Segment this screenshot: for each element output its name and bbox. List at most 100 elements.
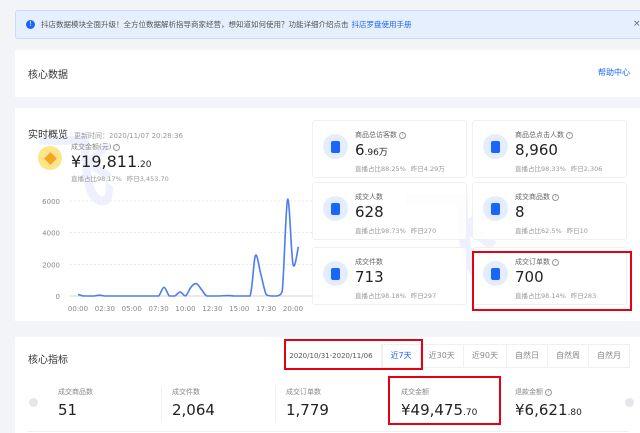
x-tick-label: 15:00 [229, 305, 249, 313]
metric-tile: 成交人数 628 直播占比98.73% 昨日270 [312, 182, 467, 240]
core-metrics-card: 核心指标 2020/10/31-2020/11/06 近7天 近30天 近90天… [15, 337, 640, 433]
tile-ratio: 直播占比98.33% [515, 165, 566, 173]
tile-value: 6 [355, 141, 365, 159]
x-tick-label: 20:00 [283, 305, 303, 313]
tile-ratio: 直播占比98.73% [355, 227, 406, 235]
tile-label: 成交订单数 [515, 258, 550, 266]
tile-yesterday: 昨日270 [410, 227, 437, 235]
metric-decimal: .80 [567, 408, 582, 418]
order-icon [483, 261, 508, 286]
y-tick-label: 0 [56, 293, 60, 301]
gmv-yesterday: 昨日3,453.70 [126, 175, 169, 183]
date-filter: 2020/10/31-2020/11/06 近7天 近30天 近90天 自然日 … [289, 344, 630, 368]
date-range[interactable]: 2020/10/31-2020/11/06 [289, 352, 373, 360]
metric-item: 成交金额 ¥49,475.70 [401, 387, 477, 419]
help-icon[interactable]: ? [566, 131, 573, 139]
tile-label: 成交人数 [355, 193, 383, 201]
product-click-icon [483, 134, 508, 159]
gmv-series-line [77, 198, 300, 297]
tile-value: 713 [355, 268, 384, 286]
tab-natural-week[interactable]: 自然周 [547, 345, 588, 367]
tile-decimal: .96万 [364, 148, 388, 158]
metric-decimal: .70 [463, 408, 478, 418]
help-icon[interactable]: ? [113, 143, 121, 151]
metric-value: 51 [58, 401, 78, 419]
tile-yesterday: 昨日283 [570, 292, 597, 300]
help-icon[interactable]: ? [552, 258, 559, 266]
coin-icon [38, 146, 62, 170]
y-tick-label: 2000 [42, 261, 60, 269]
metric-value: 2,064 [172, 401, 215, 419]
gmv-value: ¥19,811 [71, 152, 138, 171]
prev-arrow-icon[interactable] [29, 398, 38, 407]
tab-7-days[interactable]: 近7天 [381, 345, 420, 367]
gmv-decimal: .20 [137, 160, 152, 170]
metric-label: 成交件数 [172, 388, 200, 396]
info-icon: ! [26, 20, 35, 29]
tile-ratio: 直播占比88.25% [355, 165, 406, 173]
help-icon[interactable]: ? [552, 193, 559, 201]
notice-banner: ! 抖店数据模块全面升级！全方位数据解析指导商家经营，想知道如何使用？功能详细介… [15, 10, 640, 39]
tile-yesterday: 昨日4.29万 [410, 165, 445, 173]
next-arrow-icon[interactable] [625, 398, 634, 407]
metric-tile: 成交商品数? 8 直播占比62.5% 昨日10 [472, 182, 627, 240]
banner-text: 抖店数据模块全面升级！全方位数据解析指导商家经营，想知道如何使用？功能详细介绍点… [41, 20, 349, 29]
update-time: 更新时间：2020/11/07 20:28:36 [74, 132, 184, 140]
metric-value: 1,779 [286, 401, 329, 419]
x-tick-label: 07:30 [149, 305, 169, 313]
x-tick-label: 10:00 [175, 305, 195, 313]
metric-tile: 成交件数 713 直播占比98.18% 昨日297 [312, 247, 467, 305]
realtime-card: 飞 飞 实时概览 更新时间：2020/11/07 20:28:36 成交金额(元… [15, 108, 640, 321]
tile-label: 成交件数 [355, 258, 383, 266]
core-metrics-title: 核心指标 [28, 355, 68, 366]
product-icon [483, 196, 508, 221]
product-visitor-icon [323, 134, 348, 159]
x-tick-label: 05:00 [122, 305, 142, 313]
realtime-title: 实时概览 [28, 130, 68, 141]
gmv-label: 成交金额(元) [71, 143, 112, 151]
tab-natural-day[interactable]: 自然日 [506, 345, 547, 367]
tab-natural-month[interactable]: 自然月 [588, 345, 629, 367]
metric-value: ¥49,475 [401, 401, 464, 419]
help-icon[interactable]: ? [545, 388, 552, 396]
tab-90-days[interactable]: 近90天 [462, 345, 506, 367]
bag-icon [323, 261, 348, 286]
metric-tile: 成交订单数? 700 直播占比98.14% 昨日283 [472, 247, 627, 305]
tile-label: 商品总点击人数 [515, 131, 564, 139]
x-tick-label: 12:30 [202, 305, 222, 313]
tile-ratio: 直播占比98.18% [355, 292, 406, 300]
x-tick-label: 00:00 [68, 305, 88, 313]
help-center-link[interactable]: 帮助中心 [598, 68, 630, 77]
metric-item: 退款金额? ¥6,621.80 [515, 387, 582, 419]
metric-tile: 商品总点击人数? 8,960 直播占比98.33% 昨日2,306 [472, 120, 627, 178]
tile-label: 商品总访客数 [355, 131, 397, 139]
tile-ratio: 直播占比62.5% [515, 227, 562, 235]
close-icon[interactable]: × [633, 19, 640, 29]
metric-item: 成交件数 2,064 [172, 387, 215, 419]
tile-value: 8,960 [515, 141, 558, 159]
realtime-header: 实时概览 更新时间：2020/11/07 20:28:36 [28, 126, 183, 141]
x-tick-label: 17:30 [256, 305, 276, 313]
period-tabs: 近7天 近30天 近90天 自然日 自然周 自然月 [380, 344, 630, 368]
manual-link[interactable]: 抖店罗盘使用手册 [351, 20, 412, 29]
y-tick-label: 4000 [42, 230, 60, 238]
help-icon[interactable]: ? [399, 131, 406, 139]
tile-yesterday: 昨日2,306 [570, 165, 603, 173]
tile-value: 700 [515, 268, 544, 286]
realtime-line-chart: 0 2000 4000 6000 00:00 02:30 05:00 07:30 10:00 12… [42, 198, 320, 313]
metric-tile: 商品总访客数? 6.96万 直播占比88.25% 昨日4.29万 [312, 120, 467, 178]
tile-ratio: 直播占比98.14% [515, 292, 566, 300]
tab-30-days[interactable]: 近30天 [419, 345, 463, 367]
page-title: 核心数据 [28, 70, 68, 81]
divider [161, 387, 162, 423]
core-data-card: 核心数据 帮助中心 [15, 50, 640, 97]
tile-yesterday: 昨日10 [566, 227, 588, 235]
tile-yesterday: 昨日297 [410, 292, 437, 300]
tile-value: 628 [355, 203, 384, 221]
divider [275, 387, 276, 423]
metric-label: 成交商品数 [58, 388, 93, 396]
gmv-ratio: 直播占比98.17% [71, 175, 122, 183]
metric-value: ¥6,621 [515, 401, 568, 419]
x-tick-label: 02:30 [95, 305, 115, 313]
tile-value: 8 [515, 203, 525, 221]
